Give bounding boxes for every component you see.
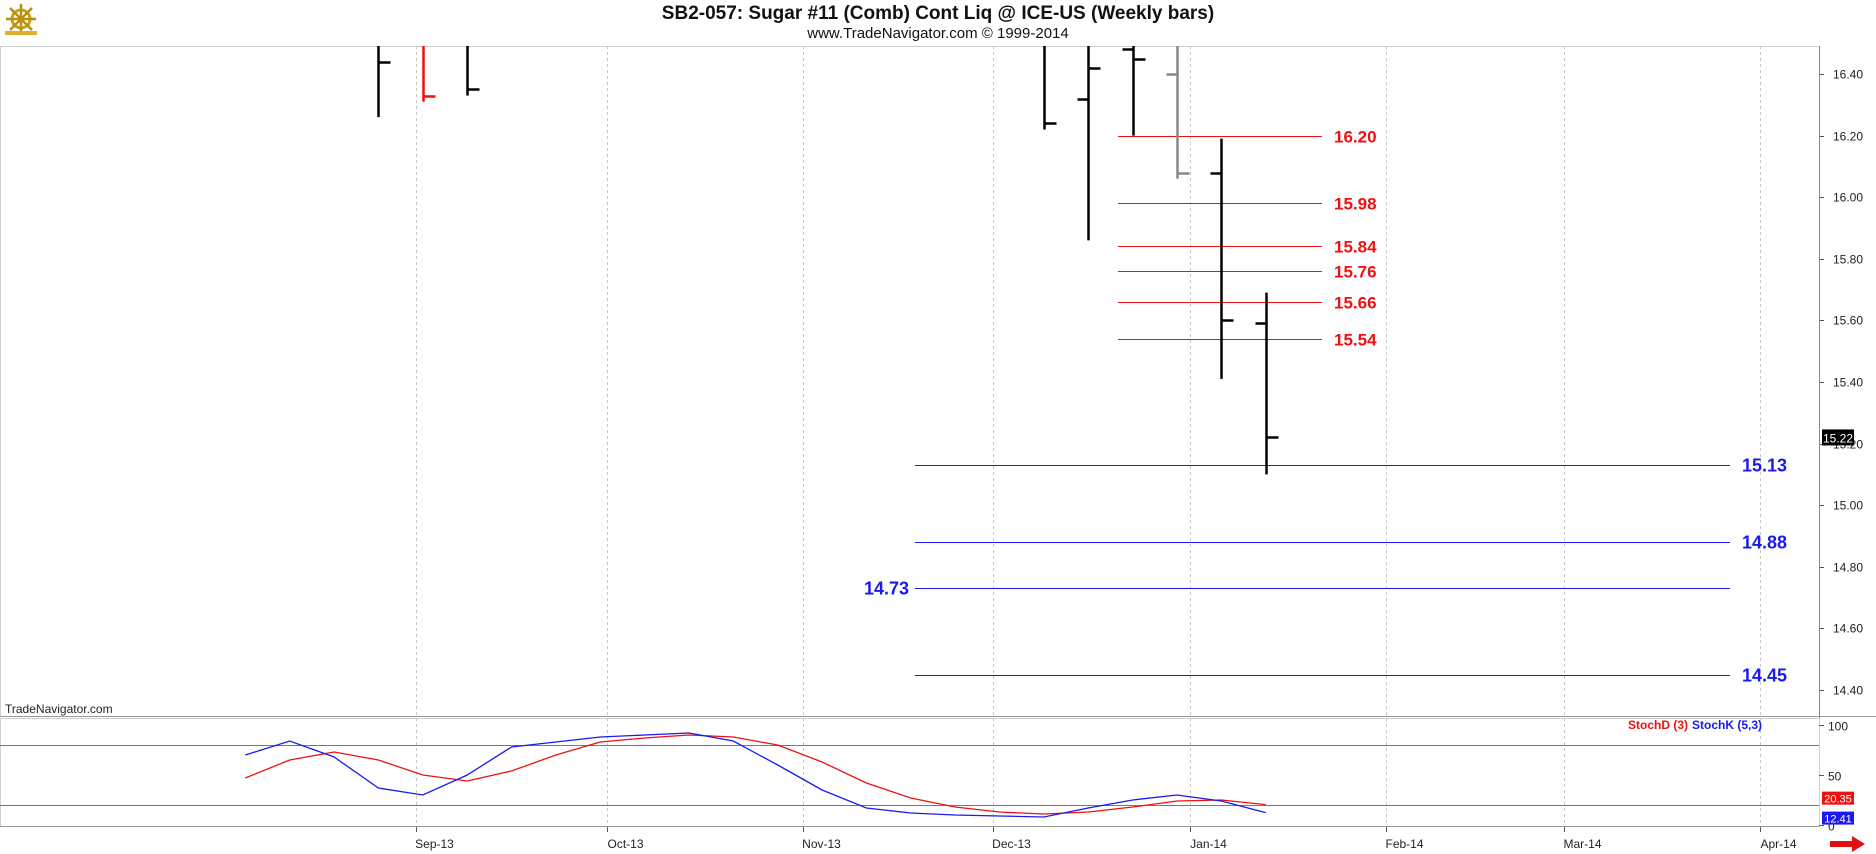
resistance-label: 15.84	[1334, 238, 1377, 257]
x-tick-label: Dec-13	[992, 837, 1031, 851]
y-tick-label: 15.00	[1833, 499, 1863, 513]
stoch-readout-box	[1822, 811, 1854, 825]
watermark: TradeNavigator.com	[5, 702, 113, 716]
x-tick-label: Apr-14	[1760, 837, 1796, 851]
x-tick-label: Jan-14	[1190, 837, 1227, 851]
stoch-frame	[0, 718, 1820, 827]
stoch-readout-label: 12.41	[1824, 814, 1852, 826]
x-tick-label: Feb-14	[1385, 837, 1423, 851]
stoch-series-line	[245, 732, 1266, 818]
chart-title: SB2-057: Sugar #11 (Comb) Cont Liq @ ICE…	[661, 3, 1215, 24]
stoch-y-tick-label: 50	[1828, 770, 1842, 784]
support-label: 14.73	[864, 579, 909, 599]
y-tick-label: 14.80	[1833, 561, 1863, 575]
x-tick-label: Nov-13	[802, 837, 841, 851]
chart-header: SB2-057: Sugar #11 (Comb) Cont Liq @ ICE…	[0, 0, 1876, 46]
price-panel: 16.4016.2016.0015.8015.6015.4015.2015.00…	[0, 46, 1876, 826]
resistance-label: 15.76	[1334, 263, 1377, 282]
y-tick-label: 14.40	[1833, 684, 1863, 698]
y-tick-label: 16.20	[1833, 130, 1863, 144]
stochastic-panel: 100 50 0 20.35 12.41 StochD (3) StochK (5,3)	[0, 718, 1854, 834]
x-tick-label: Oct-13	[607, 837, 643, 851]
resistance-label: 16.20	[1334, 128, 1377, 147]
legend-stochk: StochK (5,3)	[1692, 718, 1762, 732]
y-tick-label: 15.60	[1833, 314, 1863, 328]
x-tick-label: Sep-13	[415, 837, 454, 851]
last-price-marker	[1822, 429, 1854, 446]
support-label: 14.45	[1742, 666, 1787, 686]
y-tick-label: 14.60	[1833, 622, 1863, 636]
last-price-label: 15.22	[1823, 431, 1853, 445]
legend-stochd: StochD (3)	[1628, 718, 1688, 732]
resistance-label: 15.66	[1334, 294, 1377, 313]
x-tick-label: Mar-14	[1563, 837, 1601, 851]
y-tick-label: 16.40	[1833, 68, 1863, 82]
y-tick-label: 16.00	[1833, 191, 1863, 205]
support-label: 15.13	[1742, 456, 1787, 476]
stoch-y-tick-label: 100	[1828, 720, 1848, 734]
y-tick-label: 15.80	[1833, 253, 1863, 267]
stoch-readout-box	[1822, 791, 1854, 805]
chart-subtitle: www.TradeNavigator.com © 1999-2014	[807, 25, 1069, 42]
resistance-label: 15.98	[1334, 195, 1377, 214]
x-axis: Sep-13 Oct-13 Nov-13 Dec-13 Jan-14 Feb-14 Mar-…	[0, 826, 1819, 851]
y-tick-label: 15.40	[1833, 376, 1863, 390]
ship-wheel-logo-icon	[5, 4, 37, 35]
price-frame	[0, 46, 1820, 717]
right-arrow-icon[interactable]	[1830, 836, 1866, 852]
support-label: 14.88	[1742, 533, 1787, 553]
stoch-readout-label: 20.35	[1824, 794, 1852, 806]
resistance-label: 15.54	[1334, 331, 1377, 350]
stoch-series-line	[245, 734, 1266, 815]
stoch-y-tick-label: 0	[1828, 820, 1835, 834]
